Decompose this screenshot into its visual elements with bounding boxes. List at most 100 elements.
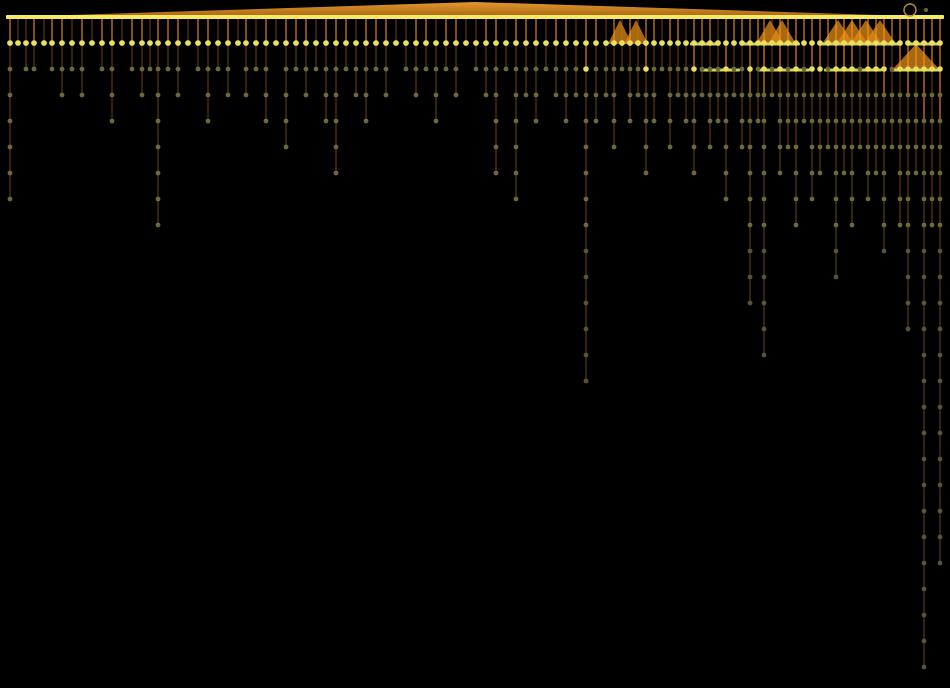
tree-node — [756, 119, 761, 124]
tree-node — [675, 40, 681, 46]
tree-node — [494, 171, 499, 176]
tree-node — [881, 66, 887, 72]
tree-node — [890, 119, 895, 124]
tree-node — [692, 171, 697, 176]
tree-node — [636, 93, 641, 98]
tree-node — [584, 145, 589, 150]
root-bar — [6, 15, 944, 19]
tree-node — [584, 353, 589, 358]
tree-node — [762, 301, 767, 306]
tree-node — [747, 66, 753, 72]
tree-node — [938, 535, 943, 540]
tree-node — [922, 457, 927, 462]
tree-node — [692, 119, 697, 124]
tree-node — [882, 223, 887, 228]
tree-node — [818, 145, 823, 150]
tree-node — [898, 171, 903, 176]
tree-node — [364, 67, 369, 72]
tree-node — [611, 40, 617, 46]
tree-node — [922, 483, 927, 488]
tree-node — [156, 93, 161, 98]
tree-node — [423, 40, 429, 46]
tree-node — [748, 197, 753, 202]
tree-node — [810, 171, 815, 176]
tree-node — [922, 119, 927, 124]
tree-node — [424, 67, 429, 72]
tree-node — [176, 93, 181, 98]
tree-node — [80, 93, 85, 98]
tree-node — [817, 40, 823, 46]
tree-node — [574, 67, 579, 72]
tree-node — [938, 379, 943, 384]
tree-node — [692, 93, 697, 98]
tree-node — [584, 171, 589, 176]
tree-node — [553, 40, 559, 46]
tree-node — [762, 327, 767, 332]
tree-node — [922, 301, 927, 306]
tree-node — [59, 40, 65, 46]
tree-node — [930, 93, 935, 98]
tree-node — [723, 40, 729, 46]
tree-node — [762, 353, 767, 358]
tree-node — [858, 145, 863, 150]
tree-node — [667, 40, 673, 46]
tree-node — [384, 93, 389, 98]
tree-node — [643, 66, 649, 72]
tree-node — [778, 93, 783, 98]
tree-node — [384, 67, 389, 72]
tree-node — [850, 119, 855, 124]
tree-node — [41, 40, 47, 46]
tree-node — [793, 66, 799, 72]
tree-node — [897, 40, 903, 46]
tree-node — [913, 40, 919, 46]
tree-node — [628, 93, 633, 98]
tree-node — [206, 93, 211, 98]
tree-node — [890, 67, 895, 72]
tree-node — [762, 93, 767, 98]
tree-node — [334, 145, 339, 150]
tree-node — [668, 93, 673, 98]
tree-node — [583, 66, 589, 72]
tree-node — [938, 197, 943, 202]
tree-node — [794, 223, 799, 228]
tree-node — [716, 67, 721, 72]
tree-node — [833, 40, 839, 46]
tree-node — [818, 171, 823, 176]
tree-node — [724, 145, 729, 150]
tree-node — [644, 93, 649, 98]
tree-node — [110, 93, 115, 98]
tree-node — [364, 119, 369, 124]
tree-node — [443, 40, 449, 46]
tree-node — [937, 66, 943, 72]
tree-node — [906, 275, 911, 280]
tree-node — [513, 40, 519, 46]
tree-node — [620, 67, 625, 72]
tree-node — [226, 93, 231, 98]
tree-node — [303, 40, 309, 46]
tree-node — [810, 145, 815, 150]
tree-node — [644, 119, 649, 124]
tree-node — [715, 40, 721, 46]
tree-node — [786, 145, 791, 150]
tree-node — [762, 119, 767, 124]
tree-node — [938, 457, 943, 462]
tree-node — [8, 119, 13, 124]
tree-node — [314, 67, 319, 72]
tree-visualization — [0, 0, 950, 688]
tree-node — [264, 67, 269, 72]
tree-node — [748, 93, 753, 98]
tree-node — [50, 67, 55, 72]
tree-node — [534, 93, 539, 98]
tree-node — [594, 67, 599, 72]
tree-node — [484, 67, 489, 72]
tree-node — [922, 171, 927, 176]
tree-node — [49, 40, 55, 46]
tree-node — [235, 40, 241, 46]
tree-node — [24, 67, 29, 72]
tree-node — [762, 249, 767, 254]
tree-node — [628, 67, 633, 72]
tree-node — [110, 67, 115, 72]
tree-node — [786, 93, 791, 98]
tree-node — [866, 171, 871, 176]
tree-node — [504, 67, 509, 72]
